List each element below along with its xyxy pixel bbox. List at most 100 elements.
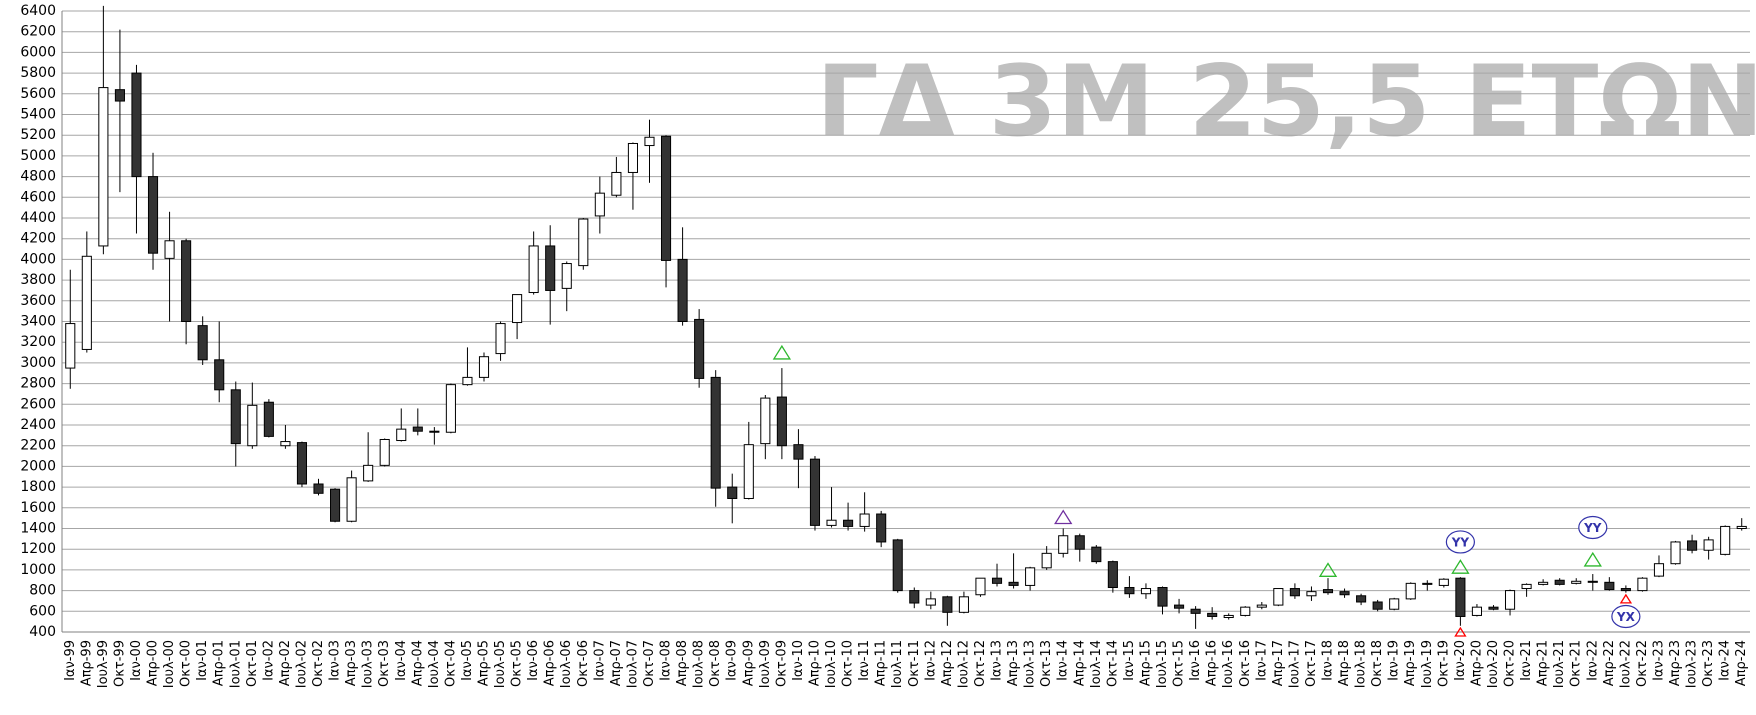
x-tick-label: Απρ-18	[1337, 640, 1352, 686]
x-tick-label: Απρ-05	[477, 640, 492, 686]
candle-body	[81, 255, 92, 350]
candle-body	[412, 426, 423, 432]
x-tick-label: Απρ-07	[609, 640, 624, 686]
candle-body	[1091, 546, 1102, 563]
y-tick-label: 1400	[20, 521, 56, 537]
candle-body	[1273, 588, 1284, 606]
x-tick-label: Απρ-14	[1072, 640, 1087, 686]
candle-body	[528, 245, 539, 294]
x-tick-label: Ιαν-15	[1122, 640, 1137, 681]
y-tick-label: 4800	[20, 169, 56, 185]
x-tick-label: Ιαν-12	[923, 640, 938, 681]
x-tick-label: Ιουλ-06	[559, 640, 574, 688]
candle-body	[1306, 591, 1317, 597]
candle-body	[1504, 590, 1516, 610]
candle-body	[925, 598, 936, 606]
x-tick-label: Οκτ-21	[1569, 640, 1584, 687]
x-tick-label: Ιουλ-01	[228, 640, 243, 688]
candle-body	[1471, 606, 1482, 616]
x-tick-label: Απρ-22	[1602, 640, 1617, 686]
candle-body	[181, 240, 192, 323]
y-tick-label: 6200	[20, 24, 56, 40]
y-tick-label: 3800	[20, 272, 56, 288]
candle-body	[1587, 580, 1598, 583]
x-tick-label: Οκτ-18	[1370, 640, 1385, 687]
y-tick-label: 4200	[20, 231, 56, 247]
candle-body	[627, 142, 638, 173]
x-tick-label: Ιουλ-04	[427, 640, 442, 688]
x-tick-label: Οκτ-09	[774, 640, 789, 687]
y-tick-label: 1000	[20, 562, 56, 578]
candle-body	[296, 442, 308, 485]
candle-body	[346, 477, 357, 522]
candle-body	[247, 404, 258, 447]
candle-body	[1074, 535, 1085, 550]
x-tick-label: Οκτ-08	[708, 640, 723, 687]
y-tick-label: 4400	[20, 210, 56, 226]
annotation-circle	[1445, 530, 1475, 554]
y-tick-label: 5600	[20, 86, 56, 102]
x-tick-label: Ιαν-05	[460, 640, 475, 681]
x-tick-label: Ιαν-21	[1519, 640, 1534, 681]
candle-body	[1720, 525, 1731, 555]
x-tick-label: Απρ-11	[874, 640, 889, 686]
x-tick-label: Απρ-10	[807, 640, 822, 686]
candle-body	[1422, 582, 1433, 585]
x-tick-label: Οκτ-15	[1172, 640, 1187, 687]
candle-body	[942, 596, 953, 613]
candle-body	[197, 325, 208, 361]
candle-body	[98, 87, 109, 247]
x-tick-label: Ιουλ-02	[294, 640, 309, 688]
x-tick-label: Ιαν-23	[1651, 640, 1666, 681]
annotation-circle	[1611, 604, 1641, 629]
candle-body	[1107, 561, 1118, 588]
x-tick-label: Απρ-16	[1205, 640, 1220, 686]
y-tick-label: 2000	[20, 458, 56, 474]
x-tick-label: Ιουλ-00	[162, 640, 177, 688]
x-tick-label: Ιαν-16	[1188, 640, 1203, 681]
candle-body	[1140, 588, 1152, 595]
x-tick-label: Απρ-02	[278, 640, 293, 686]
candle-body	[975, 577, 986, 596]
y-tick-label: 2400	[20, 417, 56, 433]
candle-body	[991, 577, 1003, 584]
candle-body	[958, 596, 969, 613]
x-tick-label: Ιουλ-21	[1552, 640, 1567, 688]
y-tick-label: 4000	[20, 251, 56, 267]
x-tick-label: Ιουλ-07	[625, 640, 640, 688]
y-tick-label: 400	[29, 624, 56, 640]
y-tick-label: 3000	[20, 355, 56, 371]
candle-body	[660, 135, 672, 261]
candle-body	[1389, 598, 1400, 610]
candle-body	[1008, 581, 1019, 586]
y-tick-label: 1600	[20, 500, 56, 516]
candle-body	[594, 192, 605, 217]
candle-body	[65, 323, 76, 369]
candle-body	[512, 294, 523, 324]
x-tick-label: Ιουλ-23	[1685, 640, 1700, 688]
x-tick-label: Ιαν-04	[394, 640, 409, 681]
x-tick-label: Απρ-13	[1006, 640, 1021, 686]
y-tick-label: 2800	[20, 376, 56, 392]
triangle-marker	[1454, 626, 1467, 637]
candle-body	[1190, 608, 1201, 614]
candle-body	[545, 245, 556, 291]
triangle-marker	[1451, 559, 1470, 574]
x-tick-label: Απρ-06	[543, 640, 558, 686]
x-tick-label: Οκτ-14	[1105, 640, 1120, 687]
x-tick-label: Οκτ-19	[1436, 640, 1451, 687]
triangle-marker	[1583, 551, 1602, 567]
candle-body	[462, 376, 473, 386]
candle-body	[727, 486, 738, 499]
x-tick-label: Απρ-09	[741, 640, 756, 686]
x-tick-label: Ιουλ-08	[692, 640, 707, 688]
candle-body	[892, 539, 903, 592]
candle-body	[1223, 614, 1234, 619]
y-tick-label: 3200	[20, 334, 56, 350]
x-tick-label: Ιουλ-19	[1420, 640, 1435, 688]
x-tick-label: Ιουλ-22	[1618, 640, 1633, 688]
candle-body	[429, 430, 440, 433]
candle-body	[793, 444, 804, 460]
x-tick-label: Οκτ-16	[1238, 640, 1253, 687]
candle-body	[694, 318, 705, 379]
